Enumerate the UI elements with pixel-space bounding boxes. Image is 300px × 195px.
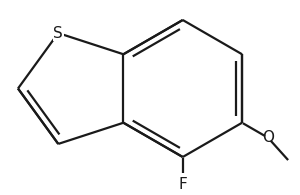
Text: F: F bbox=[178, 177, 187, 192]
Text: S: S bbox=[53, 26, 63, 41]
Text: O: O bbox=[262, 130, 274, 145]
